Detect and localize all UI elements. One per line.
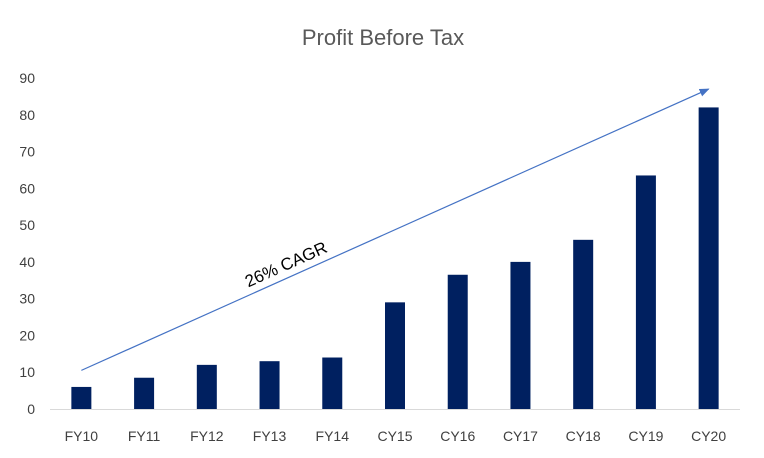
x-tick-label: CY18	[566, 428, 601, 444]
x-tick-label: CY15	[377, 428, 412, 444]
x-tick-label: FY10	[65, 428, 99, 444]
bar-cy16	[447, 274, 468, 409]
bar-fy11	[134, 377, 155, 409]
bar-cy15	[385, 302, 405, 409]
y-tick-label: 90	[19, 70, 35, 86]
y-tick-label: 80	[19, 107, 35, 123]
x-tick-label: CY20	[691, 428, 726, 444]
x-tick-label: FY11	[128, 428, 161, 444]
x-tick-label: CY19	[628, 428, 663, 444]
trend-arrow	[81, 88, 710, 371]
y-tick-label: 20	[19, 327, 35, 343]
x-tick-label: FY14	[316, 428, 350, 444]
y-axis-ticks: 0 10 20 30 40 50 60 70 80 90	[19, 70, 35, 417]
x-tick-label: FY12	[190, 428, 224, 444]
y-tick-label: 10	[19, 364, 35, 380]
bar-fy13	[259, 361, 280, 409]
bar-cy18	[573, 239, 594, 409]
x-axis-ticks: FY10 FY11 FY12 FY13 FY14 CY15 CY16 CY17 CY18 CY19…	[65, 428, 727, 444]
bar-cy20	[698, 107, 719, 409]
bar-cy19	[635, 175, 656, 409]
x-tick-label: CY17	[503, 428, 538, 444]
y-tick-label: 0	[27, 401, 35, 417]
y-tick-label: 50	[19, 217, 35, 233]
y-tick-label: 70	[19, 144, 35, 160]
bar-fy10	[71, 386, 92, 409]
bar-fy14	[322, 357, 343, 409]
x-tick-label: CY16	[440, 428, 475, 444]
bar-fy12	[196, 364, 217, 409]
chart-title: Profit Before Tax	[302, 25, 464, 50]
x-tick-label: FY13	[253, 428, 287, 444]
y-tick-label: 60	[19, 180, 35, 196]
y-tick-label: 30	[19, 291, 35, 307]
bars-group	[71, 107, 719, 409]
bar-cy17	[510, 261, 531, 409]
y-tick-label: 40	[19, 254, 35, 270]
